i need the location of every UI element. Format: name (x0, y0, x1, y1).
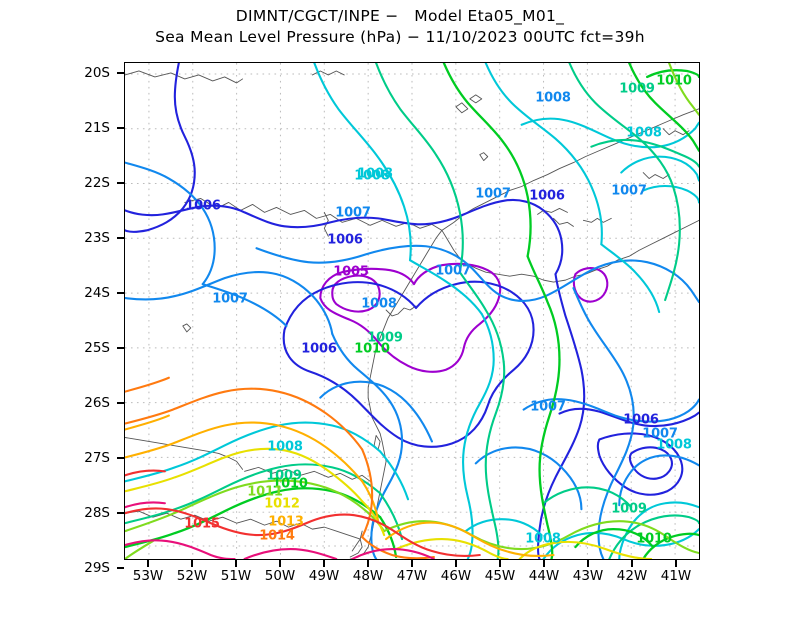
x-tick-mark (675, 560, 677, 567)
contour-label: 1009 (611, 501, 647, 517)
x-tick-mark (631, 560, 633, 567)
contour-label: 1008 (357, 166, 393, 182)
contour-label: 1008 (535, 90, 571, 106)
y-tick-mark (117, 72, 124, 74)
x-tick-mark (455, 560, 457, 567)
y-tick-mark (117, 512, 124, 514)
y-tick-mark (117, 402, 124, 404)
x-tick-mark (367, 560, 369, 567)
contour-label: 1006 (301, 341, 337, 357)
y-tick-mark (117, 182, 124, 184)
x-tick-mark (499, 560, 501, 567)
contour-label: 1011 (247, 484, 283, 500)
plot-area: 1006 1007 1008 1006 1005 1007 1006 1008 1007 1009… (125, 63, 699, 559)
contour-label: 1010 (272, 476, 308, 492)
contour-label: 1007 (212, 291, 248, 307)
y-tick-label: 26S (84, 395, 110, 411)
y-tick-label: 28S (84, 505, 110, 521)
x-tick-mark (279, 560, 281, 567)
contour-label: 1008 (267, 439, 303, 455)
x-tick-label: 52W (176, 568, 208, 584)
contour-label: 1009 (266, 468, 302, 484)
y-tick-mark (117, 237, 124, 239)
y-tick-label: 22S (84, 175, 110, 191)
contour-label: 1007 (475, 186, 511, 202)
x-tick-label: 48W (352, 568, 384, 584)
y-tick-mark (117, 457, 124, 459)
contour-label: 1006 (185, 198, 221, 214)
contour-label: 1013 (268, 514, 304, 530)
x-tick-mark (191, 560, 193, 567)
contour-label: 1006 (327, 232, 363, 248)
contour-label: 1010 (636, 531, 672, 547)
x-tick-mark (411, 560, 413, 567)
y-tick-label: 20S (84, 65, 110, 81)
contour-label: 1007 (435, 263, 471, 279)
contour-label: 1007 (642, 426, 678, 442)
y-tick-label: 24S (84, 285, 110, 301)
x-tick-label: 47W (396, 568, 428, 584)
contour-label: 1007 (530, 399, 566, 415)
contour-label: 1008 (656, 437, 692, 453)
y-tick-label: 21S (84, 120, 110, 136)
y-tick-mark (117, 347, 124, 349)
x-tick-label: 42W (616, 568, 648, 584)
x-tick-label: 49W (308, 568, 340, 584)
x-tick-label: 51W (220, 568, 252, 584)
contour-label: 1006 (529, 188, 565, 204)
contour-label: 1005 (333, 264, 369, 280)
contour-label: 1008 (525, 531, 561, 547)
contour-label: 1008 (354, 168, 390, 184)
x-tick-label: 45W (484, 568, 516, 584)
x-tick-label: 43W (572, 568, 604, 584)
contour-label: 1006 (623, 412, 659, 428)
contour-lines-layer (125, 63, 699, 559)
title-line-2: Sea Mean Level Pressure (hPa) − 11/10/20… (155, 28, 645, 46)
y-tick-mark (117, 127, 124, 129)
y-tick-label: 27S (84, 450, 110, 466)
contour-label: 1008 (361, 296, 397, 312)
contour-label: 1012 (264, 496, 300, 512)
x-tick-mark (543, 560, 545, 567)
x-tick-label: 50W (264, 568, 296, 584)
contour-label: 1010 (354, 341, 390, 357)
x-tick-label: 46W (440, 568, 472, 584)
x-tick-mark (587, 560, 589, 567)
contour-label: 1007 (335, 205, 371, 221)
contour-label: 1014 (259, 528, 295, 544)
plot-frame: 1006 1007 1008 1006 1005 1007 1006 1008 1007 1009… (124, 62, 700, 560)
contour-label: 1010 (656, 73, 692, 89)
x-tick-mark (147, 560, 149, 567)
contour-label: 1009 (619, 81, 655, 97)
y-tick-label: 25S (84, 340, 110, 356)
contour-label: 1007 (611, 183, 647, 199)
title-line-1: DIMNT/CGCT/INPE − Model Eta05_M01_ (235, 7, 565, 25)
contour-label: 1015 (184, 516, 220, 532)
x-tick-label: 53W (132, 568, 164, 584)
chart-title-block: DIMNT/CGCT/INPE − Model Eta05_M01_ Sea M… (0, 6, 800, 48)
x-tick-label: 41W (660, 568, 692, 584)
x-tick-mark (235, 560, 237, 567)
y-tick-mark (117, 292, 124, 294)
x-tick-mark (323, 560, 325, 567)
contour-label: 1008 (626, 125, 662, 141)
y-tick-label: 23S (84, 230, 110, 246)
y-tick-mark (117, 567, 124, 569)
x-tick-label: 44W (528, 568, 560, 584)
y-tick-label: 29S (84, 560, 110, 576)
contour-label: 1009 (367, 330, 403, 346)
